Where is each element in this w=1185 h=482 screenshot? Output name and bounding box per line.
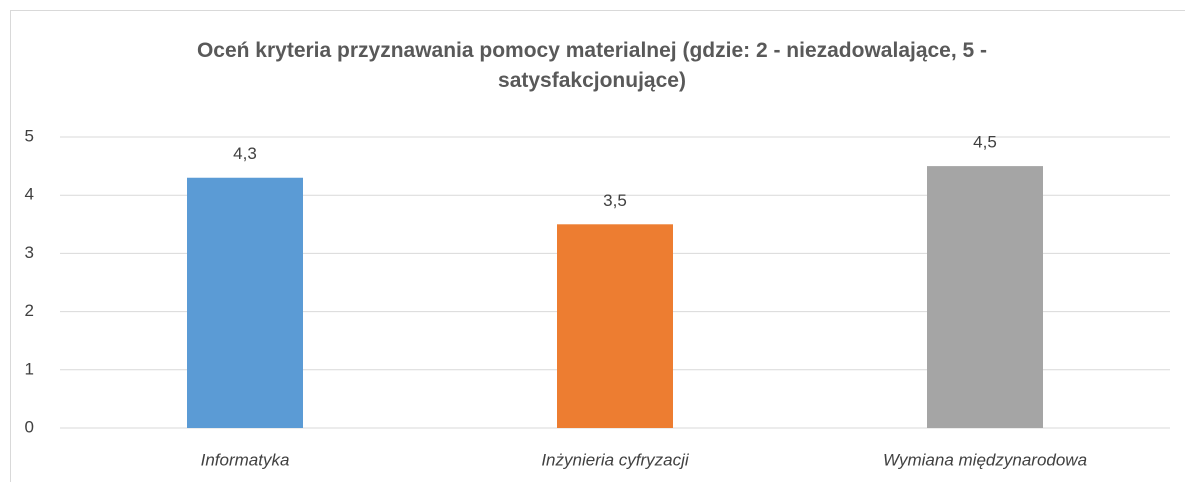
y-tick-label: 1 [25, 359, 34, 378]
data-label: 4,3 [233, 144, 257, 163]
y-tick-label: 3 [25, 243, 34, 262]
y-tick-label: 4 [25, 185, 34, 204]
chart-title: Oceń kryteria przyznawania pomocy materi… [196, 39, 988, 92]
x-tick-label: Informatyka [201, 450, 290, 469]
y-tick-label: 2 [25, 301, 34, 320]
data-label: 4,5 [973, 133, 997, 152]
y-tick-label: 5 [25, 126, 34, 145]
x-tick-label: Inżynieria cyfryzacji [541, 450, 690, 469]
chart-frame [10, 10, 1185, 482]
data-label: 3,5 [603, 191, 627, 210]
y-tick-label: 0 [25, 417, 34, 436]
bar [927, 166, 1043, 428]
x-tick-label: Wymiana międzynarodowa [883, 450, 1087, 469]
bar [557, 224, 673, 428]
bar [187, 177, 303, 428]
